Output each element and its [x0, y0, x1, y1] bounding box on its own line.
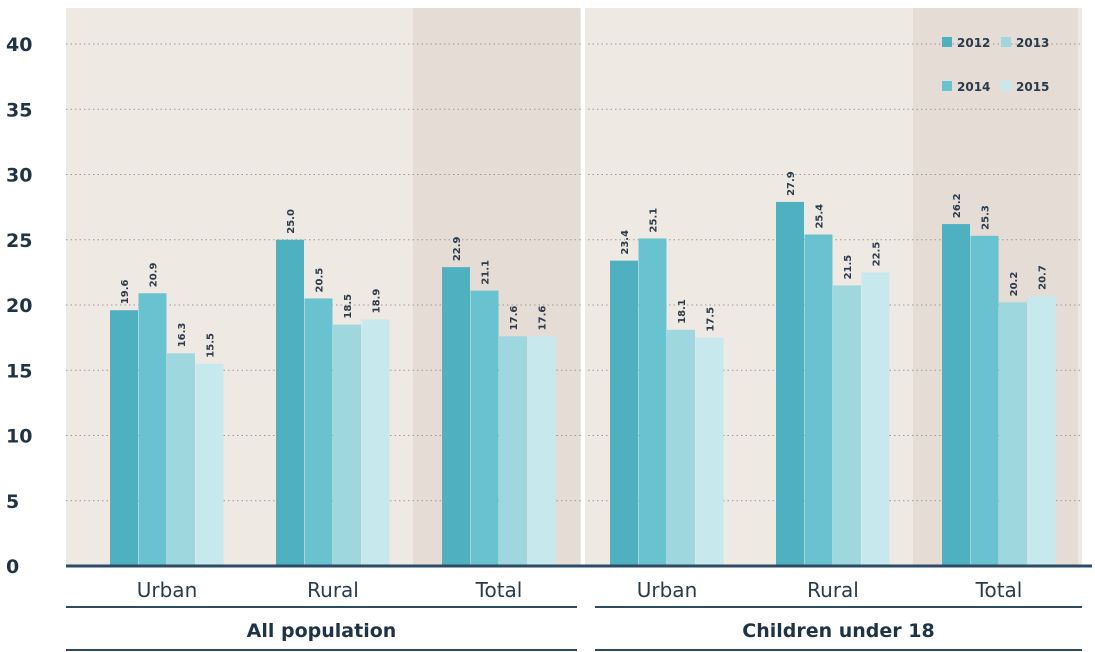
legend-swatch — [1001, 37, 1011, 47]
data-label: 18.1 — [677, 299, 688, 324]
data-label: 17.6 — [509, 306, 520, 331]
bar — [833, 285, 861, 566]
data-label: 21.5 — [843, 255, 854, 280]
data-label: 19.6 — [120, 280, 131, 305]
group-label: Children under 18 — [742, 620, 934, 642]
bar — [1027, 295, 1056, 566]
y-tick-label: 30 — [6, 165, 32, 187]
data-label: 20.7 — [1038, 265, 1049, 290]
y-tick-label: 25 — [6, 230, 32, 252]
bar — [167, 353, 195, 566]
bar — [695, 337, 724, 566]
group-label: All population — [247, 620, 397, 642]
bar — [804, 234, 833, 566]
data-label: 20.5 — [315, 268, 326, 293]
y-tick-label: 5 — [6, 491, 19, 513]
data-label: 25.4 — [815, 204, 826, 229]
legend-label: 2012 — [957, 36, 990, 50]
data-label: 22.5 — [872, 242, 883, 267]
bar — [638, 238, 667, 566]
data-label: 16.3 — [177, 323, 188, 348]
bar — [499, 336, 527, 566]
bar — [442, 267, 470, 566]
data-label: 20.9 — [149, 263, 160, 288]
y-tick-label: 10 — [6, 426, 32, 448]
legend-label: 2015 — [1016, 80, 1049, 94]
category-label: Rural — [807, 578, 859, 602]
y-tick-label: 0 — [6, 556, 19, 578]
legend-swatch — [942, 37, 952, 47]
legend-swatch — [1001, 81, 1011, 91]
bar — [470, 290, 499, 566]
bar — [527, 336, 556, 566]
bar — [304, 298, 333, 566]
data-label: 17.5 — [706, 307, 717, 332]
category-label: Urban — [137, 578, 198, 602]
bar — [999, 302, 1027, 566]
y-tick-label: 35 — [6, 99, 32, 121]
category-label: Total — [475, 578, 523, 602]
data-label: 22.9 — [452, 236, 463, 261]
data-label: 18.9 — [372, 289, 383, 314]
category-label: Urban — [637, 578, 698, 602]
y-tick-label: 20 — [6, 295, 32, 317]
bar — [138, 293, 167, 566]
data-label: 20.2 — [1009, 272, 1020, 297]
category-label: Rural — [307, 578, 359, 602]
bar — [110, 310, 138, 566]
data-label: 21.1 — [481, 260, 492, 285]
bar — [776, 201, 804, 566]
bar — [333, 324, 361, 566]
legend-swatch — [942, 81, 952, 91]
bar — [861, 272, 890, 566]
data-label: 27.9 — [786, 171, 797, 196]
bar — [970, 235, 999, 566]
bar — [195, 363, 224, 566]
data-label: 26.2 — [952, 193, 963, 218]
bar — [361, 319, 390, 566]
data-label: 25.0 — [286, 209, 297, 234]
bar — [610, 260, 638, 566]
bar — [276, 239, 304, 566]
data-label: 23.4 — [620, 230, 631, 255]
y-tick-label: 40 — [6, 34, 32, 56]
legend-label: 2014 — [957, 80, 990, 94]
bar — [667, 329, 695, 566]
legend-label: 2013 — [1016, 36, 1049, 50]
data-label: 25.1 — [649, 208, 660, 233]
y-tick-label: 15 — [6, 360, 32, 382]
bar — [942, 224, 970, 566]
data-label: 17.6 — [538, 306, 549, 331]
data-label: 15.5 — [206, 333, 217, 358]
data-label: 25.3 — [981, 205, 992, 230]
category-label: Total — [975, 578, 1023, 602]
data-label: 18.5 — [343, 294, 354, 319]
